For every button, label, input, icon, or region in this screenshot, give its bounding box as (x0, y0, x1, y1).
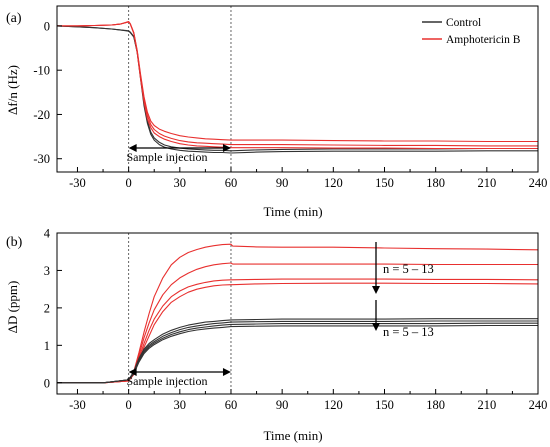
n-red-arrowhead (372, 286, 380, 294)
x-tick-label: -30 (69, 176, 86, 190)
panel-a-series (56, 20, 538, 154)
x-tick-label: 150 (375, 176, 394, 190)
y-tick-label: 1 (44, 339, 50, 353)
series-line-4 (57, 21, 538, 150)
y-tick-label: -20 (33, 108, 50, 122)
panel-b-xlabel: Time (min) (263, 428, 322, 443)
panel-a-frame (56, 5, 539, 173)
x-tick-label: 90 (276, 176, 289, 190)
y-tick-label: 3 (44, 264, 50, 278)
x-tick-label: 60 (225, 176, 238, 190)
y-tick-label: 4 (44, 227, 51, 241)
y-tick-label: 2 (44, 301, 50, 315)
panel-b-frame (56, 232, 539, 395)
series-line-1 (56, 25, 538, 152)
panel-b-series (57, 243, 539, 384)
panel-b-ylabel: ΔD (ppm) (5, 281, 20, 334)
x-tick-label: 60 (225, 398, 238, 412)
panel-b-label: (b) (6, 235, 23, 250)
panel-a-xlabel: Time (min) (263, 204, 322, 219)
injection-arrowhead-right (222, 144, 231, 152)
y-tick-label: 0 (44, 19, 50, 33)
series-line-3 (57, 282, 539, 384)
injection-arrowhead-left (128, 144, 137, 152)
x-tick-label: 0 (126, 176, 132, 190)
panel-a-injection-arrow (128, 144, 231, 152)
panel-a-label: (a) (6, 11, 22, 26)
x-tick-label: 30 (174, 176, 187, 190)
n-black-label: n = 5 – 13 (383, 325, 434, 339)
x-tick-label: -30 (69, 398, 86, 412)
legend-label-amphotericin: Amphotericin B (446, 34, 521, 46)
x-tick-label: 90 (276, 398, 289, 412)
n-red-label: n = 5 – 13 (383, 262, 434, 276)
panel-b-gridlines (128, 233, 232, 394)
series-line-2 (57, 278, 539, 384)
x-tick-label: 30 (174, 398, 187, 412)
n-black-arrowhead (372, 323, 380, 331)
legend-label-control: Control (446, 17, 481, 29)
x-tick-label: 150 (375, 398, 394, 412)
injection-arrowhead-left (128, 368, 137, 376)
n-annotations: n = 5 – 13 n = 5 – 13 (372, 242, 434, 339)
panel-b-ticks: -30 0 30 60 90 120 150 180 210 240 0 1 2 3 4 (44, 227, 548, 413)
x-tick-label: 120 (324, 176, 343, 190)
legend: Control Amphotericin B (422, 17, 521, 46)
panel-b-injection-label: Sample injection (127, 374, 208, 388)
x-tick-label: 180 (426, 398, 445, 412)
y-tick-label: 0 (44, 376, 50, 390)
panel-a-injection-label: Sample injection (127, 150, 208, 164)
x-tick-label: 0 (126, 398, 132, 412)
x-tick-label: 180 (426, 176, 445, 190)
panel-b: (b) ΔD (ppm) Time (min) -30 0 30 60 90 120 150… (5, 227, 547, 444)
x-tick-label: 210 (477, 176, 496, 190)
panel-a: (a) Δf/n (Hz) Time (min) -30 0 30 60 90 120 15… (5, 5, 547, 219)
injection-arrowhead-right (222, 368, 231, 376)
x-tick-label: 120 (324, 398, 343, 412)
panel-a-ticks: -30 0 30 60 90 120 150 180 210 240 0 -10 -20 -30 (33, 19, 547, 190)
panel-a-ylabel: Δf/n (Hz) (5, 65, 20, 115)
x-tick-label: 240 (529, 176, 548, 190)
y-tick-label: -10 (33, 64, 50, 78)
panel-b-injection-arrow (128, 368, 231, 376)
x-tick-label: 240 (529, 398, 548, 412)
y-tick-label: -30 (33, 152, 50, 166)
x-tick-label: 210 (477, 398, 496, 412)
